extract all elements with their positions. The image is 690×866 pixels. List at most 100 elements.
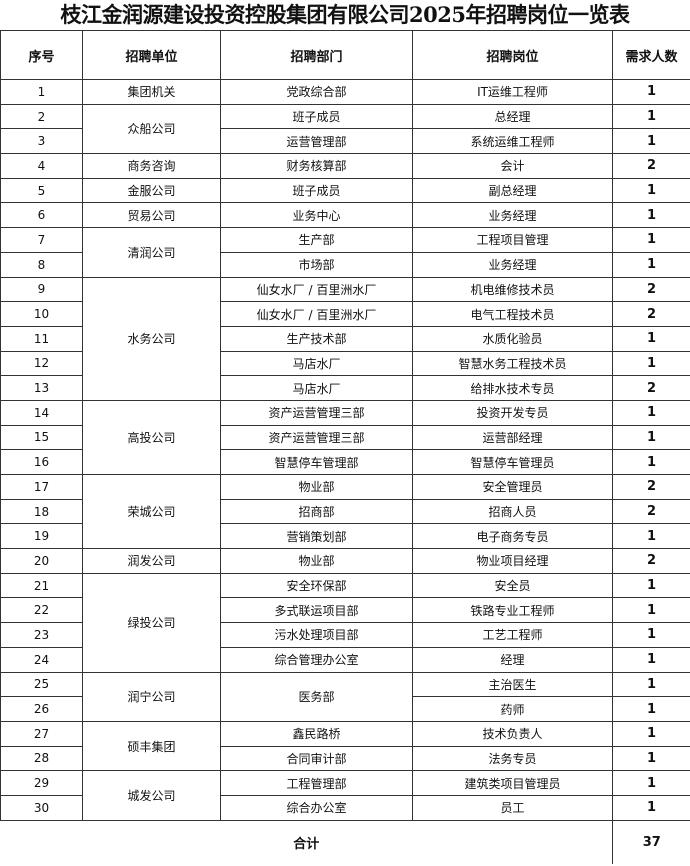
row-number: 6: [0, 202, 83, 229]
recruiting-position: 经理: [412, 646, 613, 673]
recruiting-department: 医务部: [220, 671, 413, 722]
recruiting-unit: 集团机关: [82, 79, 221, 105]
recruiting-position: 给排水技术专员: [412, 375, 613, 401]
recruiting-department: 仙女水厂 / 百里洲水厂: [220, 276, 413, 303]
recruiting-unit: 绿投公司: [82, 572, 221, 673]
required-count: 2: [612, 153, 690, 179]
table-row: 15 资产运营管理三部 运营部经理 1: [0, 424, 690, 451]
recruiting-position: 员工: [412, 794, 613, 821]
recruiting-unit: 商务咨询: [82, 153, 221, 179]
recruiting-position: 电子商务专员: [412, 523, 613, 550]
required-count: 2: [612, 474, 690, 500]
row-number: 20: [0, 548, 83, 574]
recruiting-department: 合同审计部: [220, 745, 413, 772]
row-number: 26: [0, 696, 83, 722]
recruiting-department: 马店水厂: [220, 350, 413, 377]
recruiting-position: 法务专员: [412, 745, 613, 772]
recruiting-department: 污水处理项目部: [220, 622, 413, 648]
recruiting-unit: 金服公司: [82, 177, 221, 204]
recruiting-unit: 水务公司: [82, 276, 221, 401]
recruiting-department: 招商部: [220, 498, 413, 525]
table-row: 16 智慧停车管理部 智慧停车管理员 1: [0, 449, 690, 475]
required-count: 1: [612, 177, 690, 204]
required-count: 1: [612, 399, 690, 426]
row-number: 3: [0, 128, 83, 155]
row-number: 19: [0, 523, 83, 550]
table-row: 14 高投公司 资产运营管理三部 投资开发专员 1: [0, 399, 690, 476]
row-number: 30: [0, 794, 83, 821]
header-row: 序号 招聘单位 招聘部门 招聘岗位 需求人数: [0, 30, 690, 80]
row-number: 21: [0, 572, 83, 599]
recruiting-position: 副总经理: [412, 177, 613, 204]
required-count: 1: [612, 103, 690, 130]
required-count: 1: [612, 794, 690, 821]
recruiting-department: 运营管理部: [220, 128, 413, 155]
required-count: 1: [612, 622, 690, 648]
table-row: 21 绿投公司 安全环保部 安全员 1: [0, 572, 690, 673]
recruiting-department: 资产运营管理三部: [220, 424, 413, 451]
recruiting-department: 业务中心: [220, 202, 413, 229]
required-count: 1: [612, 350, 690, 377]
recruiting-position: 工艺工程师: [412, 622, 613, 648]
recruiting-department: 仙女水厂 / 百里洲水厂: [220, 301, 413, 327]
row-number: 16: [0, 449, 83, 475]
recruiting-unit: 众船公司: [82, 103, 221, 155]
table-row: 22 多式联运项目部 铁路专业工程师 1: [0, 597, 690, 624]
header-dept: 招聘部门: [220, 30, 413, 80]
recruiting-position: 建筑类项目管理员: [412, 770, 613, 796]
required-count: 1: [612, 251, 690, 278]
table-row: 4 商务咨询 财务核算部 会计 2: [0, 153, 690, 179]
recruiting-position: 运营部经理: [412, 424, 613, 451]
required-count: 2: [612, 375, 690, 401]
table-row: 24 综合管理办公室 经理 1: [0, 646, 690, 673]
table-row: 23 污水处理项目部 工艺工程师 1: [0, 622, 690, 648]
row-number: 14: [0, 399, 83, 426]
required-count: 1: [612, 449, 690, 475]
table-row: 7 清润公司 生产部 工程项目管理 1: [0, 227, 690, 278]
recruiting-position: 工程项目管理: [412, 227, 613, 253]
required-count: 1: [612, 424, 690, 451]
row-number: 1: [0, 79, 83, 105]
recruitment-table: 序号 招聘单位 招聘部门 招聘岗位 需求人数 1 集团机关 党政综合部 IT运维工程师…: [0, 30, 690, 864]
row-number: 2: [0, 103, 83, 130]
row-number: 27: [0, 720, 83, 747]
header-count: 需求人数: [612, 30, 690, 80]
row-number: 13: [0, 375, 83, 401]
required-count: 1: [612, 128, 690, 155]
recruiting-unit: 清润公司: [82, 227, 221, 278]
row-number: 5: [0, 177, 83, 204]
table-row: 9 水务公司 仙女水厂 / 百里洲水厂 机电维修技术员 2: [0, 276, 690, 401]
required-count: 1: [612, 523, 690, 550]
recruiting-department: 生产技术部: [220, 325, 413, 352]
recruiting-department: 营销策划部: [220, 523, 413, 550]
recruiting-position: 智慧停车管理员: [412, 449, 613, 475]
total-row: 合计 37: [0, 819, 690, 864]
recruiting-department: 马店水厂: [220, 375, 413, 401]
required-count: 2: [612, 276, 690, 303]
table-row: 1 集团机关 党政综合部 IT运维工程师 1: [0, 79, 690, 105]
recruiting-position: 安全管理员: [412, 474, 613, 500]
table-row: 30 综合办公室 员工 1: [0, 794, 690, 821]
recruiting-position: 投资开发专员: [412, 399, 613, 426]
row-number: 15: [0, 424, 83, 451]
required-count: 1: [612, 745, 690, 772]
required-count: 2: [612, 498, 690, 525]
row-number: 24: [0, 646, 83, 673]
total-label: 合计: [0, 819, 613, 864]
recruiting-position: 药师: [412, 696, 613, 722]
recruiting-position: 智慧水务工程技术员: [412, 350, 613, 377]
required-count: 1: [612, 572, 690, 599]
recruiting-position: 技术负责人: [412, 720, 613, 747]
recruiting-department: 鑫民路桥: [220, 720, 413, 747]
recruiting-position: 业务经理: [412, 251, 613, 278]
table-row: 6 贸易公司 业务中心 业务经理 1: [0, 202, 690, 229]
table-row: 25 润宁公司 医务部 主治医生 1: [0, 671, 690, 722]
recruiting-department: 党政综合部: [220, 79, 413, 105]
recruiting-unit: 润宁公司: [82, 671, 221, 722]
row-number: 22: [0, 597, 83, 624]
row-number: 8: [0, 251, 83, 278]
recruiting-unit: 高投公司: [82, 399, 221, 476]
recruiting-position: IT运维工程师: [412, 79, 613, 105]
table-row: 28 合同审计部 法务专员 1: [0, 745, 690, 772]
row-number: 29: [0, 770, 83, 796]
